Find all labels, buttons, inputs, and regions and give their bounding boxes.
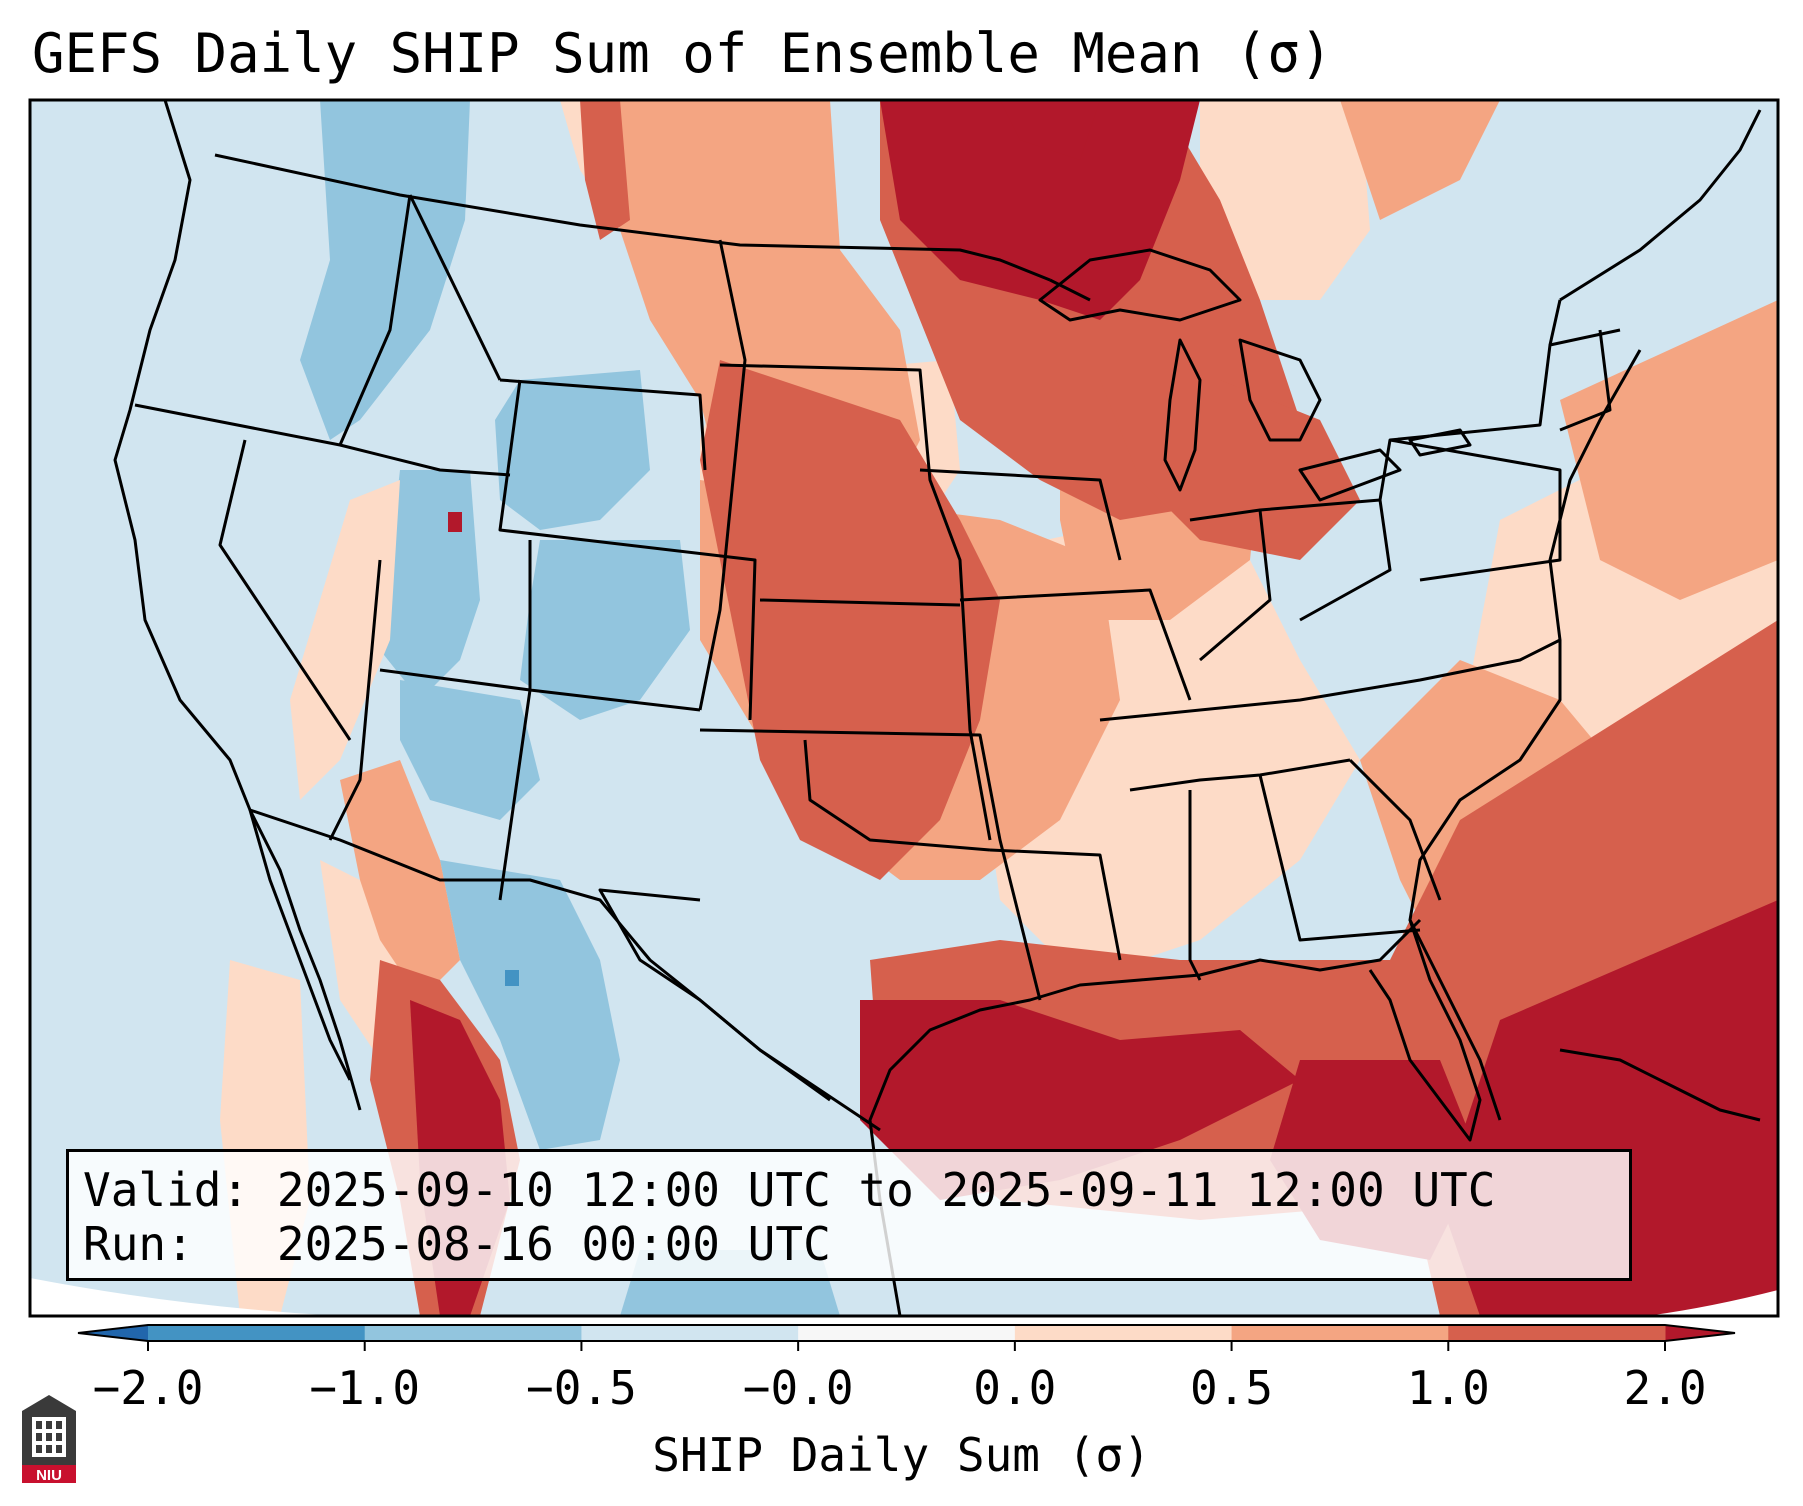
state-border: [1099, 638, 1561, 722]
state-border: [989, 848, 1122, 961]
state-border: [499, 378, 707, 471]
state-border: [1189, 508, 1272, 662]
state-border: [1348, 758, 1442, 901]
colorbar-tick-label: 0.5: [1190, 1361, 1274, 1415]
valid-value: 2025-09-10 12:00 UTC to 2025-09-11 12:00…: [276, 1163, 1496, 1217]
state-border: [919, 468, 1122, 561]
state-border: [134, 403, 511, 477]
state-border: [1378, 438, 1562, 582]
state-border: [759, 598, 961, 607]
state-border: [408, 194, 502, 381]
lake-michigan: [1163, 338, 1202, 492]
state-border: [218, 439, 352, 741]
colorbar-tick-label: −2.0: [92, 1361, 204, 1415]
atlantic-coastline: [1559, 109, 1762, 302]
map-frame: [28, 98, 1780, 1318]
colorbar-bin: [1014, 1325, 1233, 1341]
colorbar-bin: [581, 1325, 799, 1341]
run-label: Run:: [83, 1217, 194, 1271]
valid-label: Valid:: [83, 1163, 250, 1217]
colorbar-tick-label: −0.5: [526, 1361, 637, 1415]
atlantic-coastline-south: [1408, 349, 1642, 1121]
state-border: [1559, 329, 1612, 432]
lake-huron: [1238, 338, 1322, 442]
colorbar-tick-label: −0.0: [742, 1361, 854, 1415]
lake-erie: [1298, 448, 1402, 502]
state-border: [1049, 278, 1091, 302]
state-border: [328, 559, 382, 841]
state-border: [698, 239, 747, 711]
colorbar-tick-label: −1.0: [309, 1361, 421, 1415]
run-line: Run: 2025-08-16 00:00 UTC: [83, 1218, 831, 1270]
state-border: [1258, 774, 1421, 942]
colorbar-bin: [798, 1325, 1016, 1341]
boundary-lines: [113, 100, 1762, 1316]
colorbar-tick-label: 0.0: [973, 1361, 1057, 1415]
state-border: [338, 194, 412, 446]
state-border: [1389, 328, 1621, 442]
page-title: GEFS Daily SHIP Sum of Ensemble Mean (σ): [32, 22, 1333, 85]
florida-coastline: [1368, 919, 1482, 1142]
state-border: [498, 379, 757, 721]
colorbar-over-arrow: [1665, 1325, 1735, 1341]
colorbar: [77, 1324, 1736, 1351]
canada-us-border: [214, 153, 1051, 282]
pacific-coastline: [113, 100, 362, 1111]
cuba-outline: [1559, 1048, 1761, 1122]
colorbar-label: SHIP Daily Sum (σ): [652, 1428, 1151, 1482]
state-border: [1188, 790, 1202, 981]
niu-logo: NIU: [22, 1395, 76, 1484]
domain-edge-right: [1646, 1290, 1778, 1316]
colorbar-tick-label: 1.0: [1406, 1361, 1490, 1415]
state-border: [1548, 299, 1562, 346]
state-border: [598, 888, 831, 1102]
colorbar-bin: [364, 1325, 582, 1341]
valid-line: Valid: 2025-09-10 12:00 UTC to 2025-09-1…: [83, 1164, 1495, 1216]
colorbar-bin: [1448, 1325, 1666, 1341]
state-border: [719, 363, 992, 841]
colorbar-under-arrow: [78, 1325, 148, 1341]
colorbar-bin: [148, 1325, 366, 1341]
valid-run-infobox: Valid: 2025-09-10 12:00 UTC to 2025-09-1…: [66, 1149, 1632, 1281]
baja-coastline: [248, 809, 352, 1081]
state-border: [1259, 498, 1392, 622]
state-border: [959, 588, 1192, 701]
state-border: [498, 540, 532, 901]
state-border: [699, 728, 1042, 1001]
run-value: 2025-08-16 00:00 UTC: [276, 1217, 831, 1271]
niu-logo-text: NIU: [36, 1467, 62, 1484]
colorbar-tick-label: 2.0: [1623, 1361, 1707, 1415]
domain-edge: [30, 1278, 340, 1316]
region-neg-medium: [300, 100, 1680, 1316]
colorbar-bin: [1231, 1325, 1449, 1341]
state-border: [1129, 758, 1351, 792]
state-border: [803, 739, 991, 852]
gulf-coastline: [868, 918, 1422, 1316]
lake-superior: [1038, 248, 1242, 322]
region-neg-max: [505, 970, 519, 986]
